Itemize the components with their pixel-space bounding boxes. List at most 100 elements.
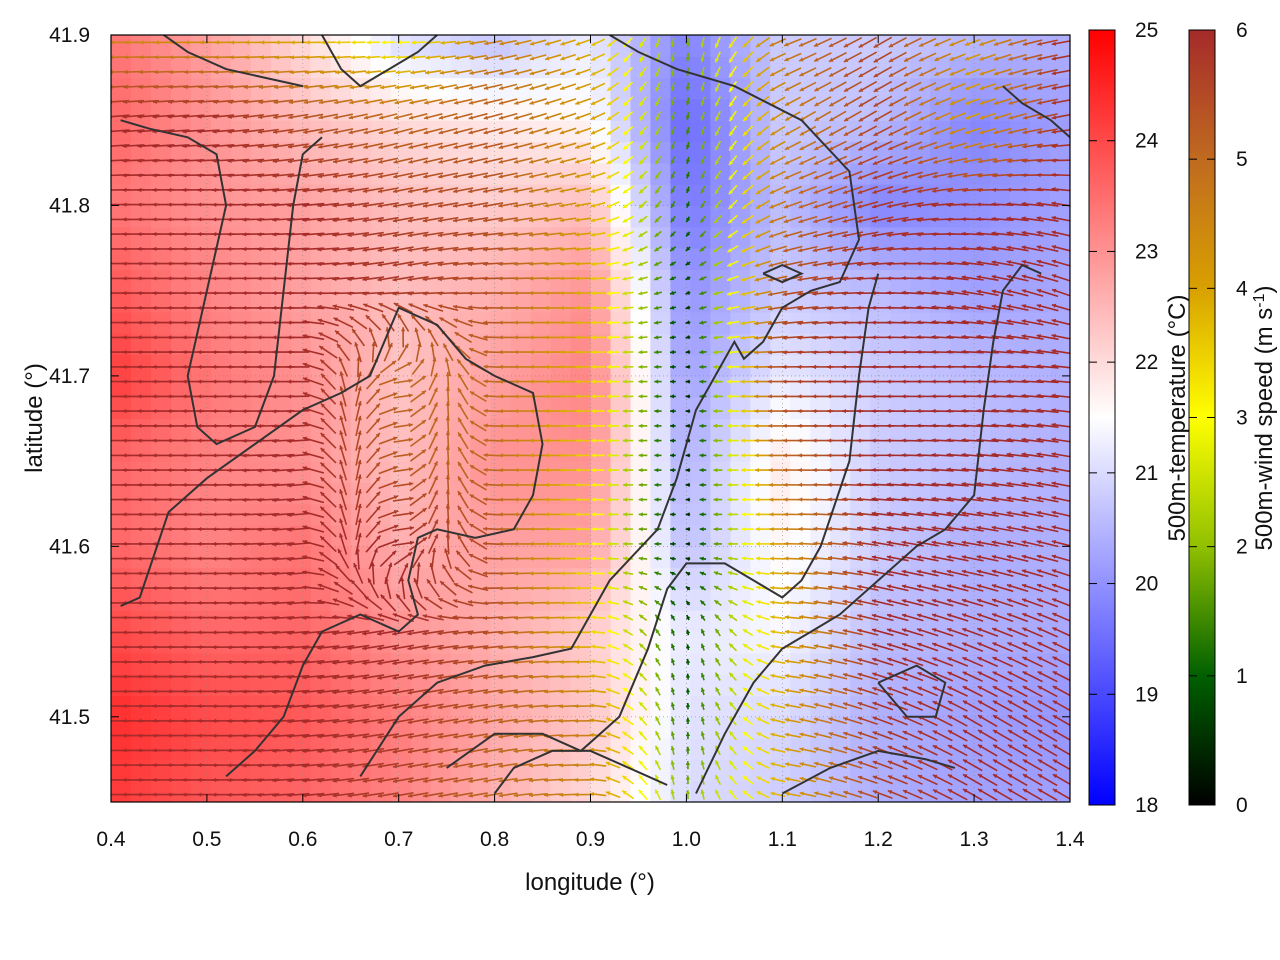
heatmap-cell <box>390 333 412 356</box>
heatmap-cell <box>910 205 931 228</box>
heatmap-cell <box>630 439 652 462</box>
heatmap-cell <box>730 226 751 249</box>
heatmap-cell <box>610 418 632 441</box>
heatmap-cell <box>131 162 152 185</box>
heatmap-cell <box>170 418 192 441</box>
heatmap-cell <box>170 226 192 249</box>
heatmap-cell <box>550 354 572 377</box>
heatmap-cell <box>470 631 492 654</box>
heatmap-cell <box>750 525 771 547</box>
heatmap-cell <box>430 780 452 802</box>
heatmap-cell <box>330 759 352 782</box>
heatmap-cell <box>330 418 352 441</box>
heatmap-cell <box>670 780 691 802</box>
heatmap-cell <box>210 35 232 57</box>
heatmap-cell <box>151 631 172 654</box>
heatmap-cell <box>890 226 911 249</box>
heatmap-cell <box>970 248 991 270</box>
heatmap-cell <box>510 546 532 569</box>
heatmap-cell <box>250 759 272 782</box>
heatmap-cell <box>111 184 132 206</box>
heatmap-cell <box>870 695 891 718</box>
heatmap-cell <box>790 461 811 483</box>
heatmap-cell <box>510 780 532 802</box>
heatmap-cell <box>670 525 691 547</box>
heatmap-cell <box>570 652 592 675</box>
heatmap-cell <box>131 588 152 611</box>
heatmap-cell <box>810 631 831 654</box>
heatmap-cell <box>210 418 232 441</box>
heatmap-cell <box>430 567 452 590</box>
heatmap-cell <box>131 248 152 270</box>
heatmap-cell <box>390 35 412 57</box>
heatmap-cell <box>1050 695 1070 718</box>
heatmap-cell <box>330 248 352 270</box>
heatmap-cell <box>111 674 132 697</box>
heatmap-cell <box>1030 35 1051 57</box>
heatmap-cell <box>690 248 711 270</box>
heatmap-cell <box>990 375 1011 398</box>
heatmap-cell <box>490 226 512 249</box>
heatmap-cell <box>1050 461 1070 483</box>
heatmap-cell <box>650 439 671 462</box>
heatmap-cell <box>330 226 352 249</box>
heatmap-cell <box>310 333 332 356</box>
heatmap-cell <box>570 631 592 654</box>
heatmap-cell <box>190 56 212 79</box>
heatmap-cell <box>370 205 392 228</box>
heatmap-cell <box>590 418 612 441</box>
heatmap-cell <box>710 567 731 590</box>
heatmap-cell <box>530 610 552 633</box>
heatmap-cell <box>470 780 492 802</box>
heatmap-cell <box>210 631 232 654</box>
heatmap-cell <box>710 652 731 675</box>
heatmap-cell <box>950 184 971 206</box>
heatmap-cell <box>710 98 731 121</box>
heatmap-cell <box>170 674 192 697</box>
heatmap-cell <box>131 333 152 356</box>
heatmap-cell <box>870 141 891 164</box>
heatmap-cell <box>111 205 132 228</box>
heatmap-cell <box>750 205 771 228</box>
heatmap-cell <box>770 546 791 569</box>
heatmap-cell <box>490 397 512 420</box>
heatmap-cell <box>450 205 472 228</box>
heatmap-cell <box>170 588 192 611</box>
heatmap-cell <box>170 738 192 760</box>
heatmap-cell <box>950 418 971 441</box>
heatmap-cell <box>410 503 432 526</box>
heatmap-cell <box>111 631 132 654</box>
heatmap-cell <box>530 120 552 143</box>
heatmap-cell <box>410 226 432 249</box>
heatmap-cell <box>470 738 492 760</box>
heatmap-cell <box>750 184 771 206</box>
heatmap-cell <box>810 354 831 377</box>
heatmap-cell <box>350 780 372 802</box>
heatmap-cell <box>410 162 432 185</box>
heatmap-cell <box>390 652 412 675</box>
heatmap-cell <box>170 652 192 675</box>
heatmap-cell <box>210 77 232 100</box>
heatmap-cell <box>490 610 512 633</box>
heatmap-cell <box>510 226 532 249</box>
heatmap-cell <box>290 269 312 292</box>
heatmap-cell <box>610 567 632 590</box>
heatmap-cell <box>530 205 552 228</box>
heatmap-cell <box>470 35 492 57</box>
heatmap-cell <box>450 226 472 249</box>
heatmap-cell <box>190 439 212 462</box>
heatmap-cell <box>490 631 512 654</box>
heatmap-cell <box>530 759 552 782</box>
heatmap-cell <box>450 461 472 483</box>
heatmap-cell <box>350 269 372 292</box>
heatmap-cell <box>450 269 472 292</box>
heatmap-cell <box>111 652 132 675</box>
heatmap-cell <box>730 56 751 79</box>
heatmap-cell <box>610 205 632 228</box>
heatmap-cell <box>350 35 372 57</box>
heatmap-cell <box>470 588 492 611</box>
heatmap-cell <box>610 269 632 292</box>
heatmap-cell <box>670 674 691 697</box>
heatmap-cell <box>111 226 132 249</box>
heatmap-cell <box>930 375 951 398</box>
